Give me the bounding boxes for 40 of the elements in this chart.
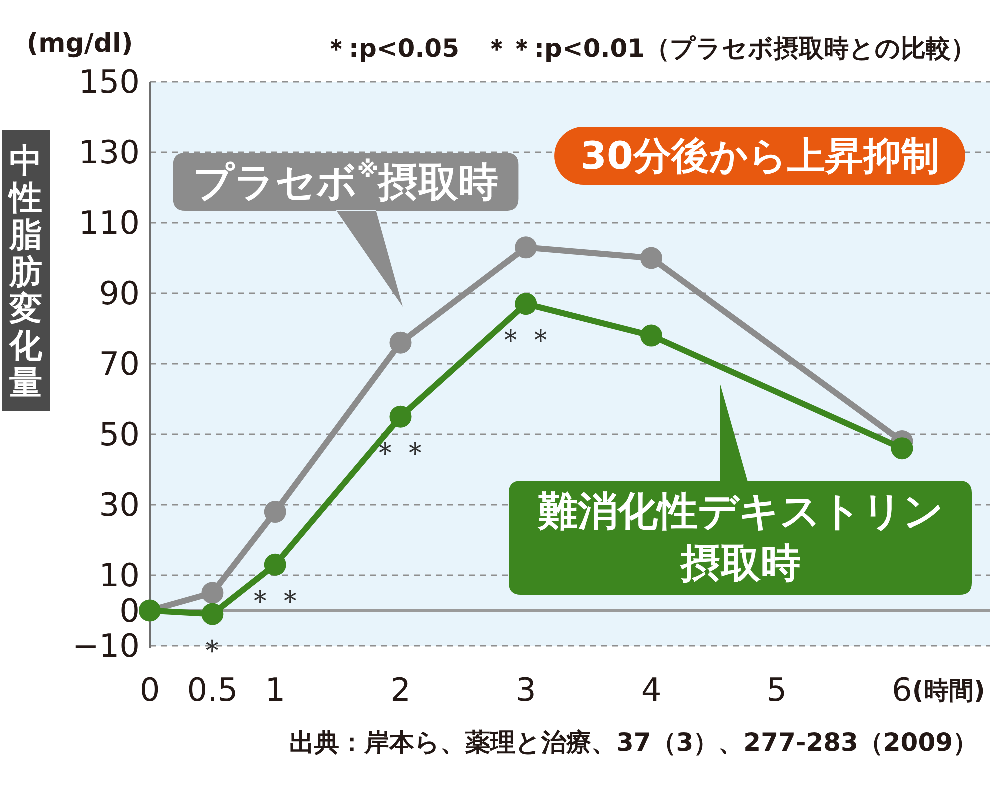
y-tick-label: 10 bbox=[99, 556, 140, 594]
annotation: ＊＊ bbox=[370, 435, 431, 470]
point bbox=[515, 293, 538, 316]
y-tick-label: 50 bbox=[99, 416, 140, 454]
point bbox=[202, 603, 224, 626]
y-tick-label: 130 bbox=[78, 134, 140, 172]
x-tick-label: 4 bbox=[641, 671, 662, 709]
x-tick-label: 2 bbox=[390, 671, 411, 709]
y-tick-label: 90 bbox=[99, 274, 140, 312]
point bbox=[515, 236, 538, 259]
point bbox=[264, 554, 286, 576]
y-tick-label: 30 bbox=[99, 486, 140, 524]
point bbox=[202, 582, 224, 604]
annotation: ＊＊ bbox=[245, 583, 306, 618]
x-tick-label: 6 bbox=[892, 671, 912, 709]
x-tick-label: 0.5 bbox=[187, 671, 238, 709]
text: ＊:p<0.05 ＊＊:p<0.01（プラセボ摂取時との比較） bbox=[324, 34, 976, 62]
y-axis-title: 中性脂肪変化量 bbox=[8, 140, 44, 402]
x-tick-label: 1 bbox=[265, 671, 286, 709]
point bbox=[390, 406, 412, 428]
x-tick-label: 3 bbox=[516, 671, 536, 709]
y-tick-label: 70 bbox=[99, 345, 140, 383]
annotation: ＊＊ bbox=[496, 322, 556, 358]
y-tick-label: 110 bbox=[78, 204, 140, 242]
point bbox=[640, 324, 662, 347]
series-label: 難消化性デキストリン摂取時 bbox=[537, 489, 944, 587]
y-tick-label: 0 bbox=[120, 592, 140, 630]
y-tick-label: 150 bbox=[78, 63, 140, 101]
x-axis-title: (時間) bbox=[912, 676, 986, 704]
point bbox=[264, 501, 286, 524]
annotation: 30分後から上昇抑制 bbox=[580, 134, 940, 178]
series-label: プラセボ$^{※}$摂取時 bbox=[193, 158, 499, 206]
text: (mg/dl) bbox=[26, 29, 134, 59]
source-note: 出典：岸本ら、薬理と治療、37（3）、277-283（2009） bbox=[289, 728, 978, 756]
x-tick-label: 5 bbox=[766, 671, 788, 709]
y-tick-label: −10 bbox=[72, 627, 140, 665]
point bbox=[891, 438, 914, 460]
annotation: ＊ bbox=[198, 632, 228, 668]
point bbox=[390, 332, 412, 354]
point bbox=[640, 247, 662, 270]
